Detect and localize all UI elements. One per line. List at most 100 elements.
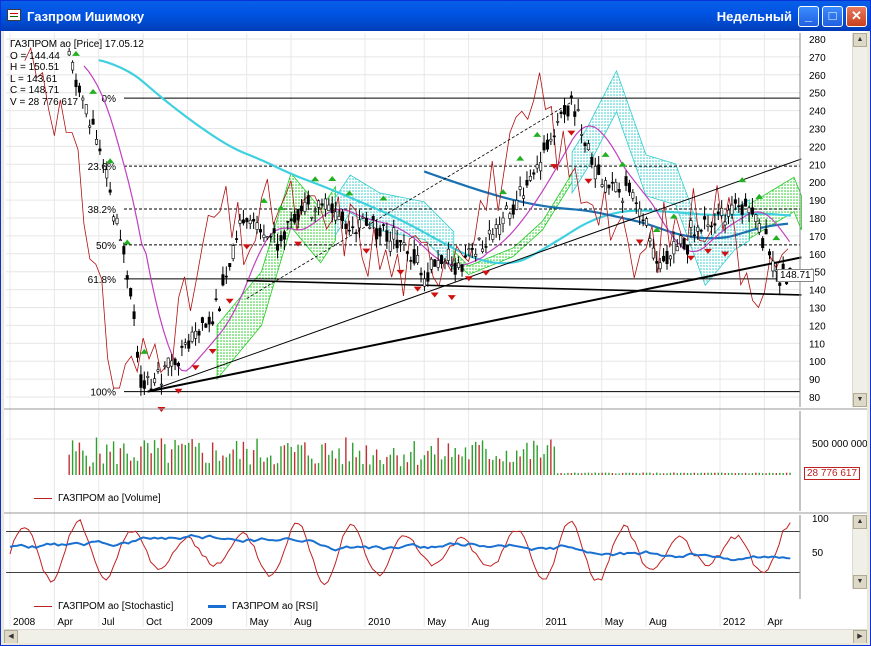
candle-body [528,176,532,181]
candle-body [556,121,560,123]
candle-body [361,216,365,219]
candle-body [378,227,382,237]
time-tick-label: Aug [649,617,667,628]
scroll-up-icon[interactable]: ▲ [853,33,867,47]
osc-scroll-down-icon[interactable]: ▼ [853,575,867,589]
candle-body [180,345,184,348]
candle-body [91,118,95,125]
candle-body [679,235,683,245]
candle-body [149,388,153,391]
candle-body [617,189,621,193]
candle-body [682,238,686,249]
maximize-button[interactable]: □ [822,6,843,27]
candle-body [395,239,399,249]
price-tick-label: 150 [809,268,826,279]
time-tick-label: Jul [102,617,115,628]
candle-body [269,235,273,238]
osc-tick-label: 50 [812,548,824,559]
osc-scrollbar[interactable]: ▲ ▼ [852,515,867,589]
candle-body [303,201,307,212]
sell-arrow-icon [208,349,217,355]
candle-body [265,236,269,239]
volume-legend: ГАЗПРОМ ао [Volume] [34,493,161,504]
candle-body [173,358,177,365]
candle-body [429,258,433,270]
candle-body [371,216,375,221]
scroll-left-icon[interactable]: ◀ [4,630,18,643]
candle-body [217,308,221,312]
candle-body [381,224,385,226]
sell-arrow-icon [481,270,490,276]
candle-body [211,321,215,325]
buy-arrow-icon [533,131,542,137]
scroll-down-icon[interactable]: ▼ [853,393,867,407]
candle-body [293,213,297,223]
buy-arrow-icon [772,235,781,241]
candle-body [761,238,765,249]
candle-body [118,239,122,242]
candle-body [258,229,262,233]
candle-body [176,362,180,367]
candle-body [416,254,420,264]
candle-body [737,205,741,208]
candle-body [744,198,748,207]
candle-body [433,259,437,267]
readout-open: O = 144.44 [10,50,60,62]
sell-arrow-icon [191,365,200,371]
candle-body [569,95,573,99]
candle-body [282,231,286,240]
candle-body [470,247,474,250]
candle-body [67,50,71,56]
readout-title: ГАЗПРОМ ао [Price] 17.05.12 [10,39,144,50]
candle-body [498,224,502,235]
buy-arrow-icon [276,205,285,211]
time-tick-label: 2011 [546,617,568,628]
time-tick-label: May [605,617,624,628]
candle-body [655,260,659,264]
scroll-right-icon[interactable]: ▶ [853,630,867,643]
title-bar[interactable]: Газпром Ишимоку Недельный _ □ ✕ [1,1,870,31]
ma-blue-line [423,170,789,240]
candle-body [440,255,444,265]
candle-body [241,219,245,224]
stoch-legend-text: ГАЗПРОМ ао [Stochastic] [58,601,174,612]
buy-arrow-icon [499,189,508,195]
osc-scroll-up-icon[interactable]: ▲ [853,515,867,529]
candle-body [634,202,638,205]
candle-body [409,260,413,262]
buy-arrow-icon [311,176,320,182]
candle-body [296,208,300,221]
candle-body [750,207,754,215]
horizontal-support-line [246,279,802,296]
period-label: Недельный [716,9,792,24]
sell-arrow-icon [447,295,456,301]
time-scrollbar[interactable]: ◀ ▶ [4,629,867,643]
trend-lines [147,101,802,393]
minimize-button[interactable]: _ [798,6,819,27]
candle-body [187,340,191,349]
price-tick-label: 140 [809,286,826,297]
sell-arrow-icon [242,244,251,250]
chart-app-icon[interactable] [7,9,21,21]
candle-body [194,330,198,339]
candle-body [518,186,522,190]
price-tick-label: 190 [809,196,826,207]
sell-arrow-icon [294,241,303,247]
price-scrollbar[interactable]: ▲ ▼ [852,33,867,407]
cloud-segment [571,69,751,287]
time-tick-label: Oct [146,617,162,628]
close-button[interactable]: ✕ [846,6,867,27]
volume-legend-text: ГАЗПРОМ ао [Volume] [58,493,161,504]
candle-body [98,148,102,152]
candle-body [621,200,625,203]
candle-body [573,111,577,117]
candle-body [672,241,676,255]
candle-body [692,234,696,237]
candle-body [426,272,430,282]
candle-body [224,275,228,278]
price-tick-label: 260 [809,71,826,82]
candle-body [460,264,464,272]
candle-body [112,216,116,222]
candle-body [576,109,580,111]
